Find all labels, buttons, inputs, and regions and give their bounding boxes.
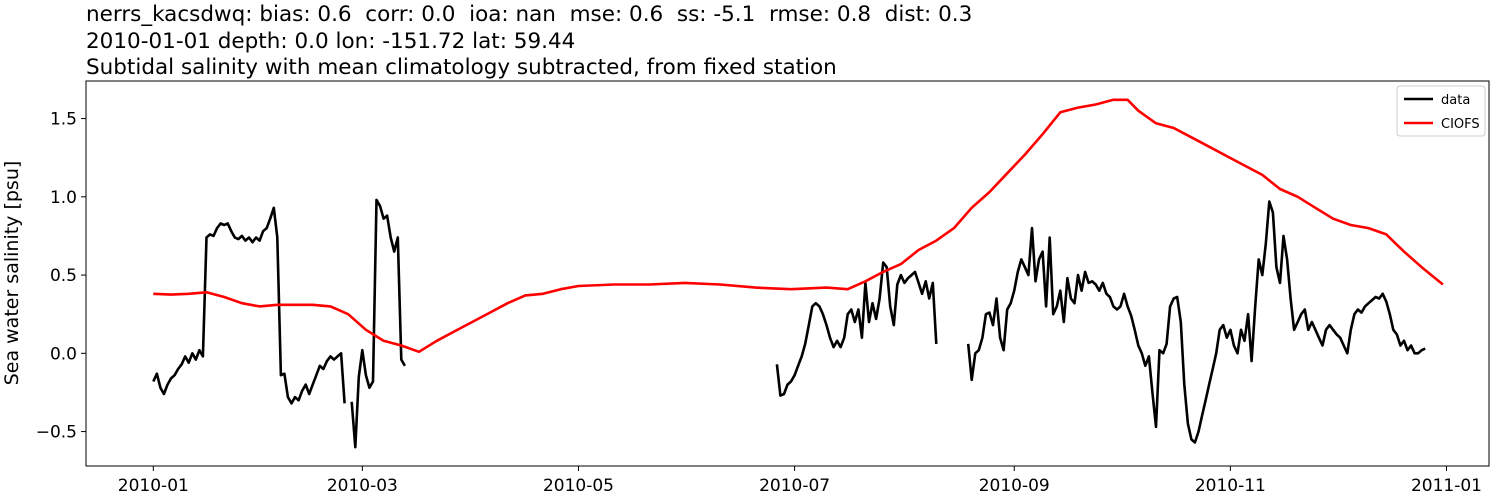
plot-frame	[85, 80, 1490, 467]
series-data-line-3	[966, 200, 1426, 444]
y-tick-label: 0.0	[50, 344, 77, 364]
x-tick-label: 2010-09	[979, 476, 1050, 496]
y-axis: −0.5 0.0 0.5 1.0 1.5	[36, 110, 86, 443]
x-tick-label: 2011-01	[1411, 476, 1482, 496]
y-axis-label: Sea water salinity [psu]	[1, 160, 23, 386]
series-ciofs-line-0	[153, 98, 1444, 354]
x-tick-label: 2010-07	[759, 476, 830, 496]
series-layer	[152, 98, 1444, 449]
chart-title-line-1: nerrs_kacsdwq: bias: 0.6 corr: 0.0 ioa: …	[86, 2, 973, 27]
chart-title-line-3: Subtidal salinity with mean climatology …	[86, 55, 837, 80]
x-axis: 2010-01 2010-03 2010-05 2010-07 2010-09 2010-…	[118, 466, 1482, 496]
y-tick-label: 1.5	[50, 110, 77, 130]
y-tick-label: 1.0	[50, 188, 77, 208]
x-tick-label: 2010-05	[543, 476, 614, 496]
legend: data CIOFS	[1396, 85, 1486, 137]
y-tick-label: 0.5	[50, 266, 77, 286]
series-data-line-1	[350, 198, 407, 449]
x-tick-label: 2010-01	[118, 476, 189, 496]
x-tick-label: 2010-03	[327, 476, 398, 496]
legend-label-ciofs: CIOFS	[1441, 117, 1480, 132]
chart-title-line-2: 2010-01-01 depth: 0.0 lon: -151.72 lat: …	[86, 29, 576, 54]
legend-label-data: data	[1441, 93, 1470, 108]
y-tick-label: −0.5	[36, 423, 77, 443]
series-data-line-0	[152, 206, 346, 405]
series-data-line-2	[775, 261, 938, 397]
x-tick-label: 2010-11	[1195, 476, 1266, 496]
